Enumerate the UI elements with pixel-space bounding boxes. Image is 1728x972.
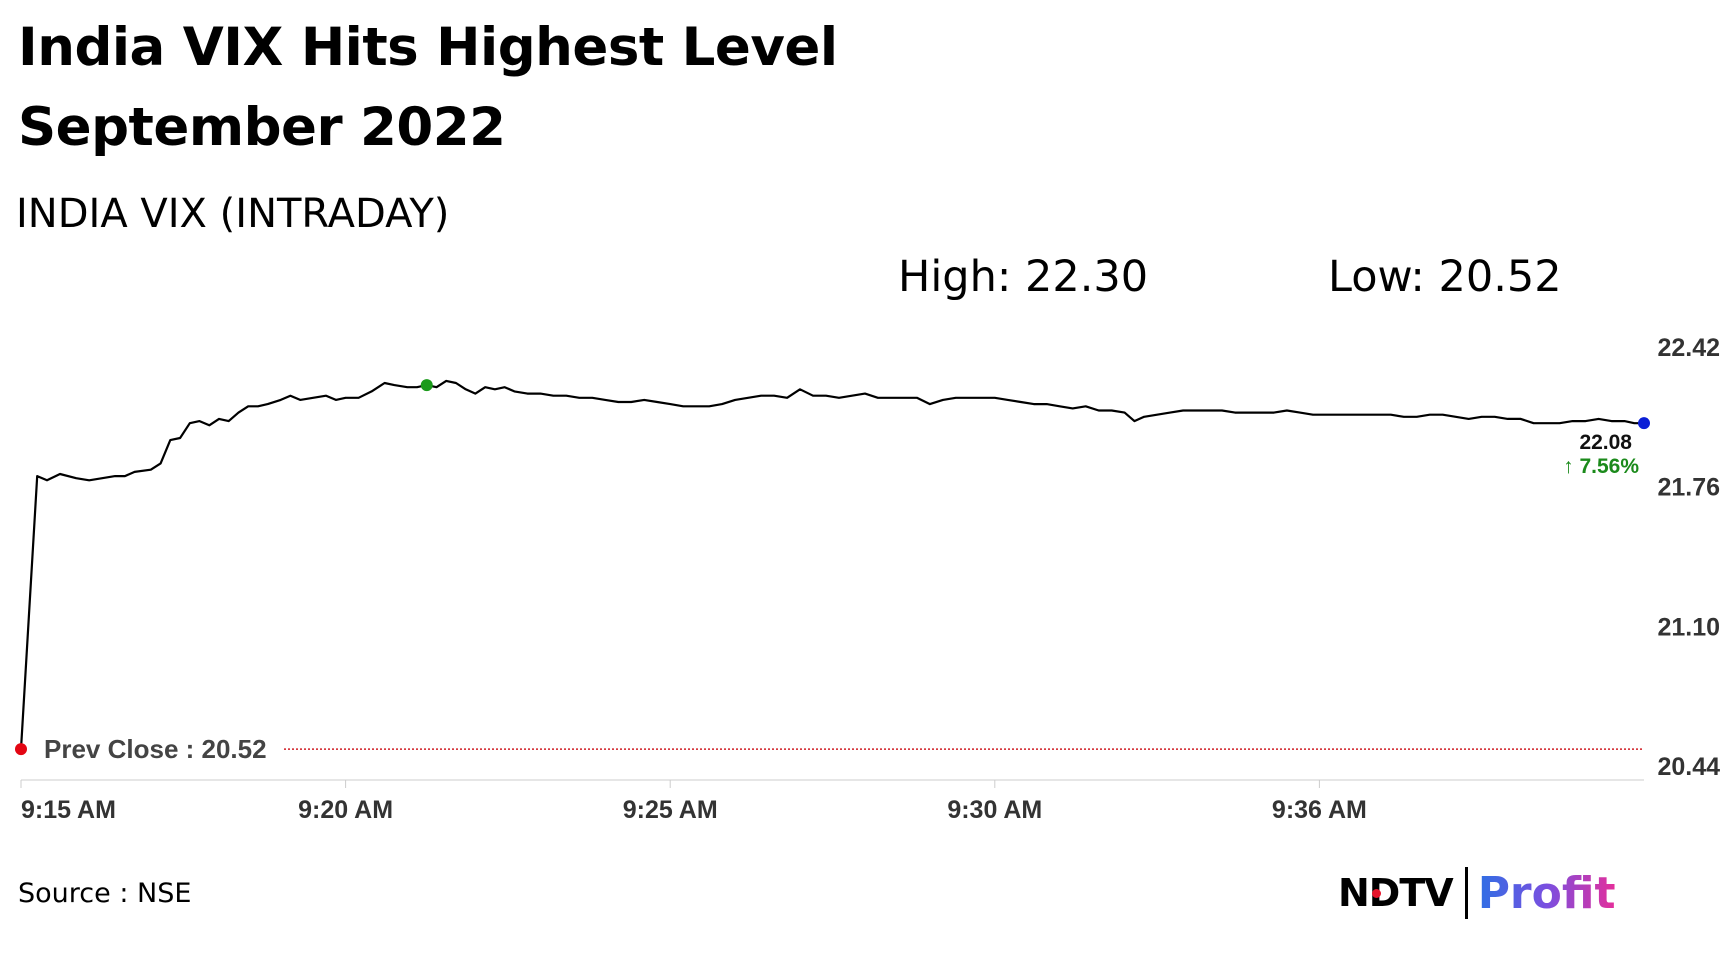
y-axis-ticks: 22.42 21.76 21.10 20.44	[1657, 334, 1720, 781]
last-value-label: 22.08	[1579, 431, 1632, 454]
y-tick-label: 21.76	[1657, 474, 1720, 502]
x-tick-label: 9:25 AM	[623, 796, 718, 824]
chart-subtitle: INDIA VIX (INTRADAY)	[16, 191, 450, 237]
open-marker	[15, 743, 27, 756]
y-tick-label: 22.42	[1657, 334, 1720, 362]
y-tick-label: 20.44	[1657, 753, 1720, 781]
prev-close-label: Prev Close : 20.52	[44, 734, 267, 764]
low-stat: Low: 20.52	[1328, 252, 1562, 302]
high-stat: High: 22.30	[898, 252, 1149, 302]
x-tick-label: 9:30 AM	[947, 796, 1042, 824]
ndtv-profit-logo: NDTV Profit	[1338, 862, 1616, 924]
logo-ndtv: NDTV	[1338, 871, 1454, 915]
x-tick-label: 9:36 AM	[1272, 796, 1367, 824]
y-tick-label: 21.10	[1657, 613, 1720, 641]
high-marker	[420, 379, 433, 392]
x-tick-label: 9:15 AM	[21, 796, 116, 824]
last-marker	[1638, 417, 1650, 430]
series-line	[19, 379, 1644, 750]
logo-separator	[1464, 867, 1468, 919]
series-markers	[15, 379, 1650, 756]
x-axis-ticks: 9:15 AM 9:20 AM 9:25 AM 9:30 AM 9:36 AM	[20, 780, 1367, 824]
last-change-label: ↑ 7.56%	[1563, 455, 1639, 478]
x-tick-label: 9:20 AM	[298, 796, 393, 824]
logo-profit: Profit	[1477, 867, 1616, 919]
headline: India VIX Hits Highest Level September 2…	[18, 17, 838, 158]
logo-red-dot	[1372, 889, 1381, 898]
source-note: Source : NSE	[18, 878, 192, 909]
vix-intraday-chart: Prev Close : 20.52 22.4221.7621.1020.44 …	[15, 334, 1720, 824]
